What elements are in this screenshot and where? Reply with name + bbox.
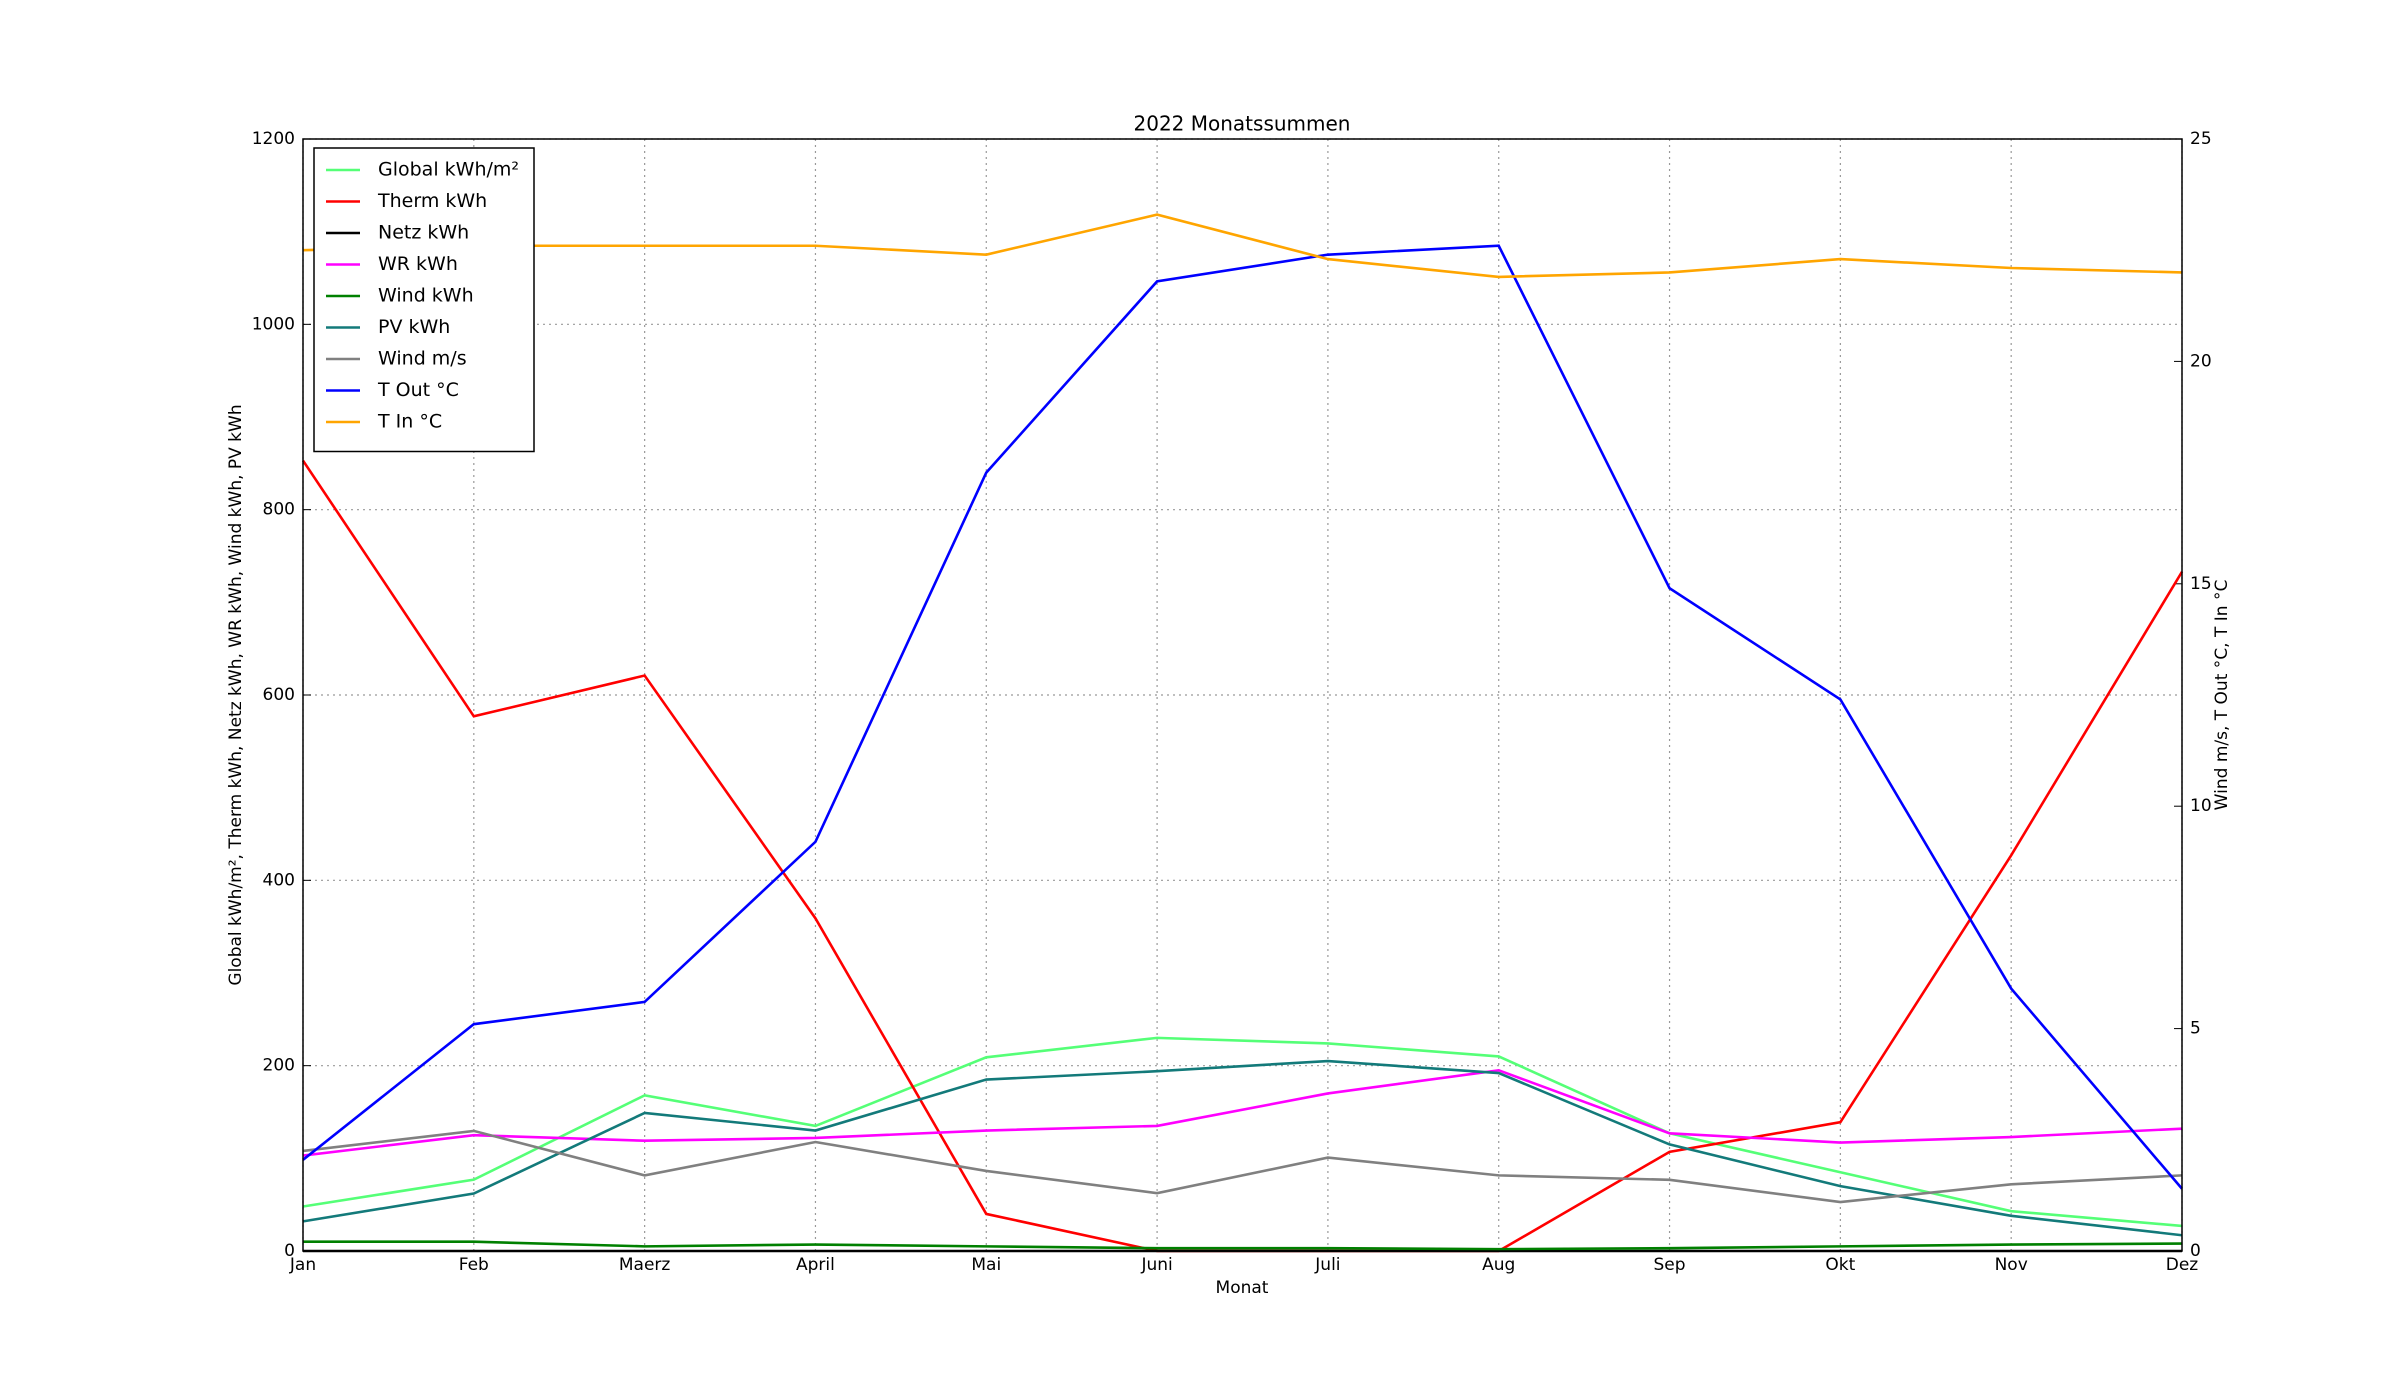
x-tick-label: Jan (289, 1255, 316, 1275)
legend-label: PV kWh (378, 316, 450, 338)
series-line (302, 1068, 2183, 1157)
y2-tick-label: 5 (2190, 1019, 2201, 1039)
y2-tick-label: 10 (2190, 796, 2212, 816)
x-tick-label: Juni (1140, 1255, 1172, 1275)
legend-label: Therm kWh (377, 190, 487, 212)
series-line (303, 1240, 2183, 1251)
x-tick-label: Sep (1654, 1255, 1686, 1275)
series-line (302, 213, 2183, 279)
y2-tick-label: 15 (2190, 574, 2212, 594)
plot-frame (302, 138, 2183, 1252)
x-tick-label: Maerz (619, 1255, 671, 1275)
series-line (302, 1059, 2183, 1237)
chart-title: 2022 Monatssummen (1134, 112, 1351, 136)
legend-label: Wind kWh (378, 285, 474, 307)
y-tick-label: 200 (263, 1056, 295, 1076)
legend-label: Netz kWh (378, 222, 469, 244)
series-line (302, 244, 2183, 1190)
legend-box (313, 147, 535, 453)
x-tick-label: Okt (1825, 1255, 1855, 1275)
y-tick-label: 0 (284, 1241, 295, 1261)
x-tick-label: Aug (1482, 1255, 1515, 1275)
y2-tick-label: 20 (2190, 351, 2212, 371)
x-tick-label: Juli (1314, 1255, 1340, 1275)
y-tick-label: 800 (263, 500, 295, 520)
series-line (302, 1036, 2183, 1228)
y-tick-label: 1000 (252, 314, 295, 334)
y-tick-label: 400 (263, 870, 295, 890)
y-tick-label: 1200 (252, 129, 295, 149)
y2-axis-label: Wind m/s, T Out °C, T In °C (2212, 580, 2232, 811)
x-tick-label: Mai (971, 1255, 1001, 1275)
y2-tick-label: 0 (2190, 1241, 2201, 1261)
series-line (301, 459, 2184, 1253)
legend-label: T Out °C (377, 379, 459, 401)
legend-label: WR kWh (378, 253, 458, 275)
x-tick-label: April (796, 1255, 835, 1275)
y-tick-label: 600 (263, 685, 295, 705)
legend-label: Global kWh/m² (378, 159, 519, 181)
x-tick-label: Feb (459, 1255, 489, 1275)
y2-tick-label: 25 (2190, 129, 2212, 149)
legend-label: T In °C (377, 411, 442, 433)
x-tick-label: Nov (1995, 1255, 2028, 1275)
y-axis-label: Global kWh/m², Therm kWh, Netz kWh, WR k… (226, 404, 246, 985)
x-axis-label: Monat (1216, 1278, 1269, 1298)
series-line (302, 1129, 2183, 1204)
x-tick-label: Dez (2166, 1255, 2199, 1275)
legend-label: Wind m/s (378, 348, 467, 370)
